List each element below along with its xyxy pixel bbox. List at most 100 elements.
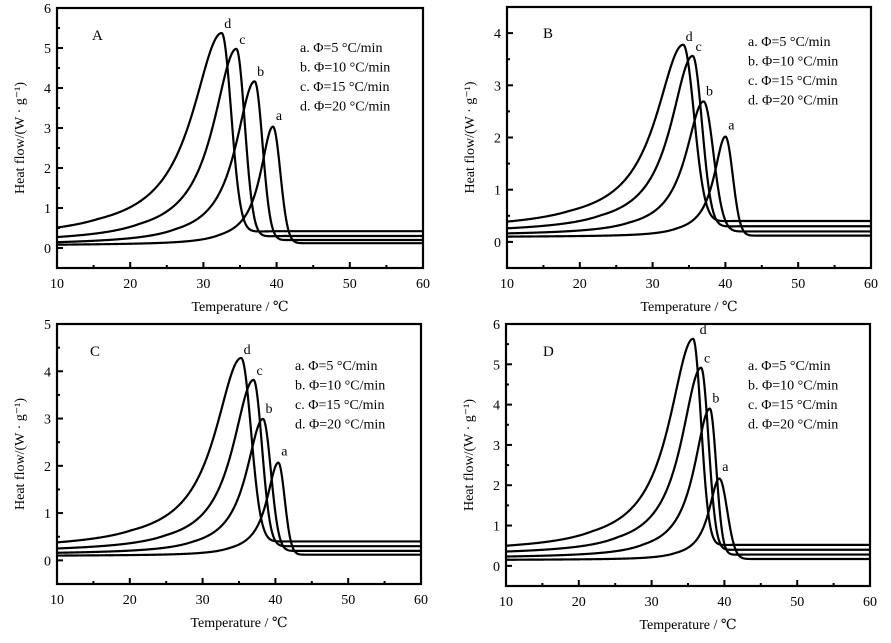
y-tick-label: 3 — [494, 79, 501, 94]
series-d-label: d — [244, 343, 251, 358]
x-axis-title: Temperature / ℃ — [191, 300, 288, 315]
y-axis-title: Heat flow/(W · g⁻¹) — [13, 398, 28, 510]
series-a-curve — [506, 135, 872, 238]
x-tick-label: 60 — [863, 595, 877, 610]
panel-letter: D — [543, 344, 554, 360]
panel-D: a b cd 10 20 30 40 50 60 0 1 2 3 4 5 6 Temperature / ℃ He… — [462, 318, 877, 633]
series-b-label: b — [266, 402, 273, 417]
y-tick-label: 5 — [44, 318, 51, 333]
panel-B: a b cd 10 20 30 40 50 60 0 1 2 3 4 Temperature / ℃ Heat… — [463, 5, 878, 315]
y-tick-label: 1 — [44, 202, 51, 217]
series-b-label: b — [712, 392, 719, 407]
series-b-label: b — [706, 85, 713, 100]
x-tick-label: 50 — [791, 277, 805, 292]
series-c-label: c — [239, 33, 245, 48]
x-axis-title: Temperature / ℃ — [190, 616, 287, 631]
y-tick-label: 6 — [493, 318, 500, 333]
panel-letter: A — [92, 28, 103, 44]
x-tick-label: 20 — [573, 277, 587, 292]
y-tick-label: 1 — [44, 507, 51, 522]
panel-letter: C — [90, 344, 100, 360]
series-d-curve — [506, 43, 872, 223]
series-a-label: a — [276, 109, 283, 124]
series-d-label: d — [224, 17, 231, 32]
series-a-curve — [505, 477, 871, 561]
y-tick-label: 3 — [493, 439, 500, 454]
series-b-curve — [506, 100, 872, 235]
x-tick-label: 50 — [790, 595, 804, 610]
x-tick-label: 50 — [341, 593, 355, 608]
series-a-curve — [56, 461, 422, 557]
y-tick-label: 0 — [44, 242, 51, 257]
legend-entry: c. Φ=15 °C/min — [748, 398, 837, 413]
legend-entry: d. Φ=20 °C/min — [748, 418, 838, 433]
y-tick-label: 2 — [44, 162, 51, 177]
legend-entry: c. Φ=15 °C/min — [748, 74, 837, 89]
x-tick-label: 30 — [196, 593, 210, 608]
series-b-curve — [505, 407, 871, 558]
x-tick-label: 30 — [645, 595, 659, 610]
panel-C: a b cd 10 20 30 40 50 60 0 1 2 3 4 5 Temperature / ℃ Hea… — [13, 318, 428, 631]
y-axis-title: Heat flow/(W · g⁻¹) — [462, 399, 477, 511]
x-tick-label: 30 — [196, 277, 210, 292]
legend: a. Φ=5 °C/min b. Φ=10 °C/min c. Φ=15 °C/mi… — [295, 359, 385, 433]
y-tick-label: 4 — [493, 399, 500, 414]
x-tick-label: 40 — [717, 595, 731, 610]
legend-entry: b. Φ=10 °C/min — [748, 55, 838, 70]
x-axis-title: Temperature / ℃ — [639, 618, 736, 633]
y-tick-label: 2 — [493, 479, 500, 494]
legend: a. Φ=5 °C/min b. Φ=10 °C/min c. Φ=15 °C/mi… — [300, 41, 390, 115]
series-c-curve — [56, 378, 422, 550]
legend-entry: a. Φ=5 °C/min — [295, 359, 377, 374]
legend-entry: d. Φ=20 °C/min — [748, 94, 838, 109]
legend-entry: a. Φ=5 °C/min — [748, 359, 830, 374]
x-tick-label: 20 — [123, 593, 137, 608]
series-c-curve — [506, 54, 872, 230]
x-tick-label: 10 — [500, 277, 514, 292]
series-a-label: a — [281, 444, 288, 459]
x-axis-title: Temperature / ℃ — [640, 300, 737, 315]
y-tick-label: 6 — [44, 2, 51, 17]
y-tick-label: 0 — [493, 560, 500, 575]
legend-entry: b. Φ=10 °C/min — [300, 61, 390, 76]
x-tick-label: 60 — [416, 277, 430, 292]
x-tick-label: 60 — [414, 593, 428, 608]
series-d-label: d — [686, 30, 693, 45]
y-tick-label: 2 — [44, 460, 51, 475]
series-c-label: c — [256, 364, 262, 379]
legend-entry: d. Φ=20 °C/min — [300, 100, 390, 115]
series-a-label: a — [722, 460, 729, 475]
x-tick-label: 60 — [864, 277, 878, 292]
legend-entry: b. Φ=10 °C/min — [748, 379, 838, 394]
x-tick-label: 20 — [572, 595, 586, 610]
series-a-curve — [56, 125, 424, 246]
series-c-curve — [56, 47, 424, 239]
series-b-curve — [56, 80, 424, 244]
legend-entry: b. Φ=10 °C/min — [295, 379, 385, 394]
series-c-label: c — [696, 40, 702, 55]
x-tick-label: 10 — [50, 277, 64, 292]
y-axis-title: Heat flow/(W · g⁻¹) — [13, 82, 28, 194]
x-tick-label: 10 — [499, 595, 513, 610]
y-tick-label: 5 — [493, 358, 500, 373]
series-d-label: d — [700, 323, 707, 338]
series-d-curve — [56, 356, 422, 544]
x-tick-label: 20 — [123, 277, 137, 292]
y-tick-label: 5 — [44, 42, 51, 57]
series-b-label: b — [257, 65, 264, 80]
series-c-label: c — [704, 351, 710, 366]
legend: a. Φ=5 °C/min b. Φ=10 °C/min c. Φ=15 °C/mi… — [748, 359, 838, 433]
x-tick-label: 40 — [270, 277, 284, 292]
y-tick-label: 2 — [494, 132, 501, 147]
x-tick-label: 30 — [646, 277, 660, 292]
series-c-curve — [505, 366, 871, 553]
y-tick-label: 1 — [493, 520, 500, 535]
series-b-curve — [56, 417, 422, 554]
legend-entry: a. Φ=5 °C/min — [300, 41, 382, 56]
y-axis-title: Heat flow/(W · g⁻¹) — [463, 81, 478, 193]
y-tick-label: 4 — [494, 27, 501, 42]
x-tick-label: 10 — [50, 593, 64, 608]
y-tick-label: 4 — [44, 82, 51, 97]
legend-entry: a. Φ=5 °C/min — [748, 35, 830, 50]
